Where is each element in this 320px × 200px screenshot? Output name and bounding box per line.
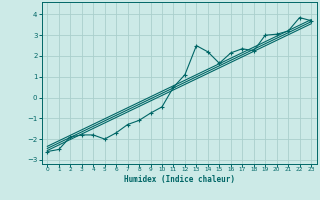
X-axis label: Humidex (Indice chaleur): Humidex (Indice chaleur) [124,175,235,184]
